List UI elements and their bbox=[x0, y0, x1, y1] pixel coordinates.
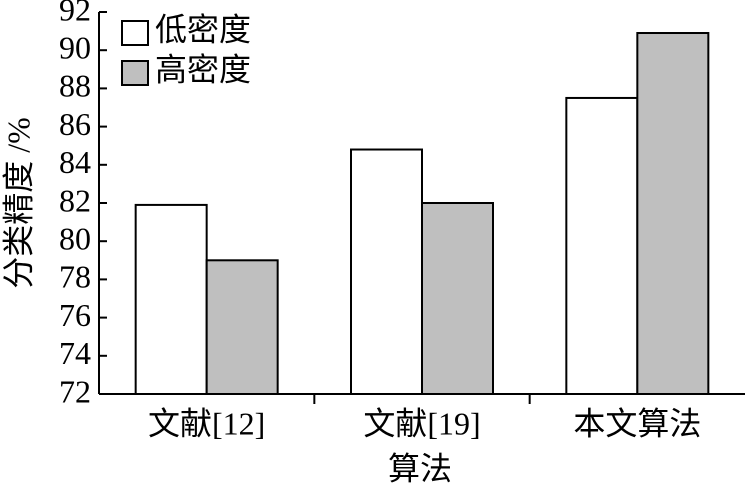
y-tick-label: 76 bbox=[59, 297, 91, 333]
bar bbox=[565, 96, 639, 395]
x-tick-label: 文献[12] bbox=[148, 405, 265, 441]
legend-swatch bbox=[121, 20, 149, 46]
y-tick-label: 92 bbox=[59, 0, 91, 27]
y-tick-label: 80 bbox=[59, 221, 91, 257]
y-tick-label: 86 bbox=[59, 106, 91, 142]
bar bbox=[134, 203, 208, 395]
legend-label: 高密度 bbox=[155, 51, 251, 87]
y-tick-label: 82 bbox=[59, 182, 91, 218]
legend-swatch bbox=[121, 60, 149, 86]
y-tick-label: 88 bbox=[59, 68, 91, 104]
bar bbox=[350, 148, 423, 395]
bar bbox=[421, 202, 494, 395]
y-tick-label: 90 bbox=[59, 30, 91, 66]
y-tick-label: 84 bbox=[59, 144, 91, 180]
legend-label: 低密度 bbox=[155, 11, 251, 47]
x-tick-label: 文献[19] bbox=[363, 405, 480, 441]
y-tick-label: 78 bbox=[59, 259, 91, 295]
x-axis-label: 算法 bbox=[388, 450, 452, 486]
y-tick-label: 72 bbox=[59, 373, 91, 409]
y-axis-label: 分类精度 /% bbox=[0, 117, 36, 289]
y-tick-label: 74 bbox=[59, 335, 91, 371]
bar bbox=[636, 32, 710, 395]
x-tick-label: 本文算法 bbox=[573, 405, 701, 441]
bar bbox=[205, 259, 279, 395]
